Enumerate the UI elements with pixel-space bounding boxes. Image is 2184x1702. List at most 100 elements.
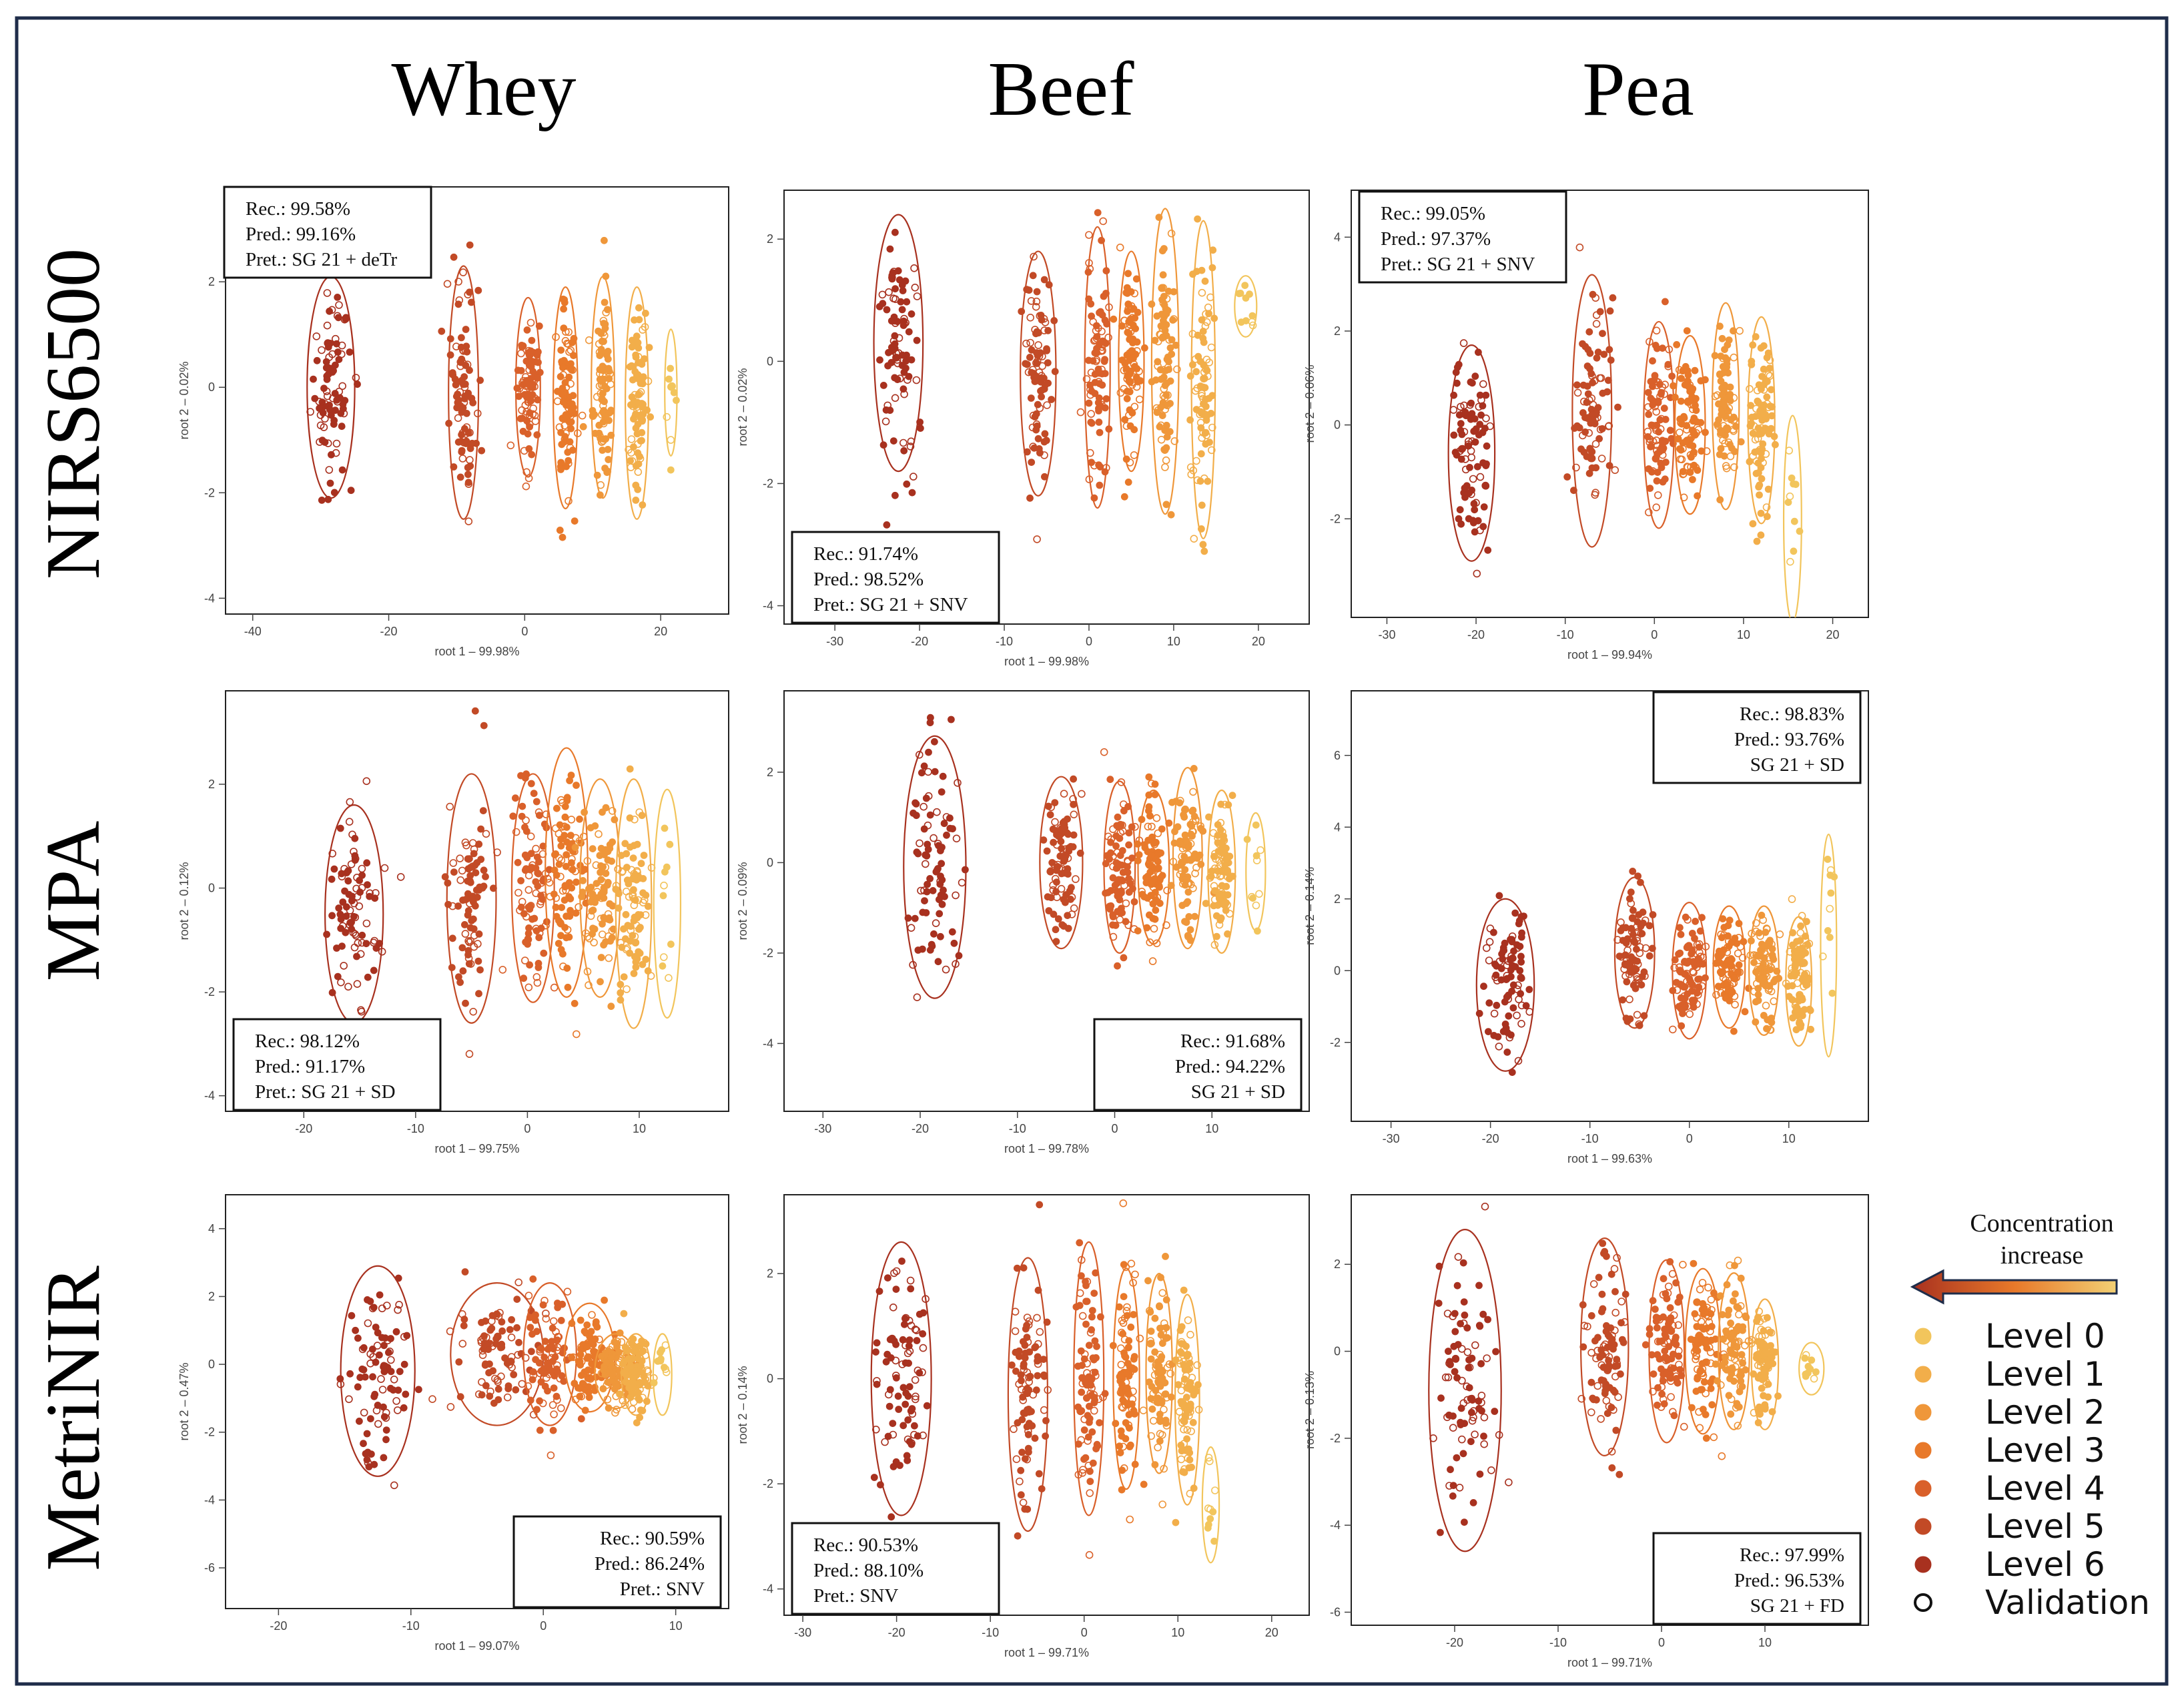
calibration-point — [663, 863, 671, 871]
validation-point — [521, 1354, 530, 1362]
calibration-point — [1101, 356, 1108, 364]
calibration-point — [1030, 444, 1038, 452]
y-tick-label: -4 — [763, 1583, 773, 1596]
calibration-point — [1083, 1298, 1091, 1306]
calibration-point — [1792, 948, 1800, 956]
calibration-point — [916, 1369, 924, 1377]
calibration-point — [899, 385, 907, 393]
calibration-point — [911, 914, 919, 922]
validation-point — [1150, 1396, 1158, 1404]
calibration-point — [557, 429, 565, 437]
calibration-point — [1589, 290, 1597, 298]
validation-point — [1729, 966, 1737, 975]
calibration-point — [1088, 1428, 1096, 1436]
calibration-point — [1698, 447, 1706, 455]
validation-point — [1120, 316, 1128, 325]
validation-point — [1070, 810, 1078, 819]
calibration-point — [943, 831, 950, 839]
calibration-point — [936, 910, 944, 918]
calibration-point — [524, 903, 532, 911]
calibration-point — [1661, 1330, 1669, 1338]
calibration-point — [456, 473, 464, 481]
validation-point — [465, 938, 474, 946]
calibration-point — [1763, 354, 1771, 362]
calibration-point — [621, 840, 629, 848]
validation-point — [1162, 921, 1170, 929]
calibration-point — [600, 894, 608, 902]
y-tick-label: -2 — [1330, 512, 1341, 525]
validation-point — [1633, 923, 1641, 931]
calibration-point — [1017, 1491, 1025, 1499]
calibration-point — [1684, 942, 1692, 950]
calibration-point — [1593, 354, 1601, 362]
validation-point — [1163, 401, 1172, 410]
calibration-point — [463, 410, 470, 417]
calibration-point — [356, 876, 363, 884]
calibration-point — [1180, 813, 1188, 821]
calibration-point — [482, 1382, 490, 1390]
validation-point — [916, 839, 924, 848]
x-tick-label: 0 — [1658, 1636, 1665, 1649]
calibration-point — [1122, 1419, 1130, 1427]
validation-point — [542, 921, 550, 930]
validation-point — [889, 1304, 897, 1312]
calibration-point — [1757, 531, 1765, 539]
calibration-point — [464, 907, 472, 914]
calibration-point — [1587, 370, 1595, 378]
calibration-point — [540, 1354, 549, 1361]
calibration-point — [1681, 983, 1689, 991]
calibration-point — [635, 1396, 643, 1404]
validation-point — [912, 1395, 920, 1404]
y-axis-label: root 2 – 0.02% — [177, 361, 191, 439]
calibration-point — [1090, 1290, 1098, 1297]
calibration-point — [553, 804, 561, 812]
y-tick-label: 4 — [208, 1222, 215, 1235]
calibration-point — [403, 1332, 411, 1340]
calibration-point — [1094, 1442, 1102, 1450]
validation-point — [1597, 374, 1605, 382]
calibration-point — [330, 367, 338, 374]
validation-point — [1471, 1341, 1479, 1350]
confidence-ellipse-level-6 — [870, 1241, 932, 1516]
validation-point — [1445, 1482, 1453, 1490]
confidence-ellipse-level-4 — [1073, 1241, 1105, 1516]
calibration-point — [1720, 452, 1728, 460]
validation-point — [1200, 410, 1208, 418]
y-tick-label: 0 — [208, 1358, 215, 1371]
calibration-point — [569, 338, 576, 346]
validation-point — [1652, 436, 1661, 445]
validation-point — [1144, 860, 1153, 868]
validation-point — [1611, 466, 1619, 475]
calibration-point — [1034, 400, 1042, 408]
y-tick-label: -4 — [204, 1493, 215, 1506]
calibration-point — [608, 857, 615, 865]
validation-point — [1681, 958, 1689, 966]
confidence-ellipse-level-3 — [1137, 789, 1170, 945]
calibration-point — [1133, 338, 1141, 346]
validation-point — [1695, 987, 1704, 995]
x-tick-label: -10 — [1581, 1132, 1599, 1145]
validation-point — [906, 443, 915, 451]
calibration-point — [1784, 499, 1792, 506]
validation-point — [1041, 318, 1050, 326]
calibration-point — [635, 304, 643, 312]
calibration-point — [1796, 992, 1804, 1000]
calibration-point — [1018, 308, 1026, 316]
calibration-point — [1156, 366, 1164, 374]
calibration-point — [1653, 1324, 1661, 1332]
validation-point — [557, 1404, 565, 1412]
calibration-point — [537, 1378, 545, 1386]
calibration-point — [1684, 398, 1692, 406]
validation-point — [632, 921, 641, 930]
calibration-point — [1629, 906, 1637, 914]
validation-point — [1198, 288, 1206, 297]
calibration-point — [609, 838, 616, 846]
calibration-point — [1119, 1330, 1126, 1338]
calibration-point — [1648, 382, 1656, 390]
x-axis-label: root 1 – 99.75% — [434, 1142, 519, 1155]
calibration-point — [600, 435, 608, 443]
validation-point — [595, 830, 603, 838]
validation-point — [1033, 1314, 1041, 1322]
calibration-point — [1766, 936, 1774, 944]
calibration-point — [601, 236, 608, 244]
